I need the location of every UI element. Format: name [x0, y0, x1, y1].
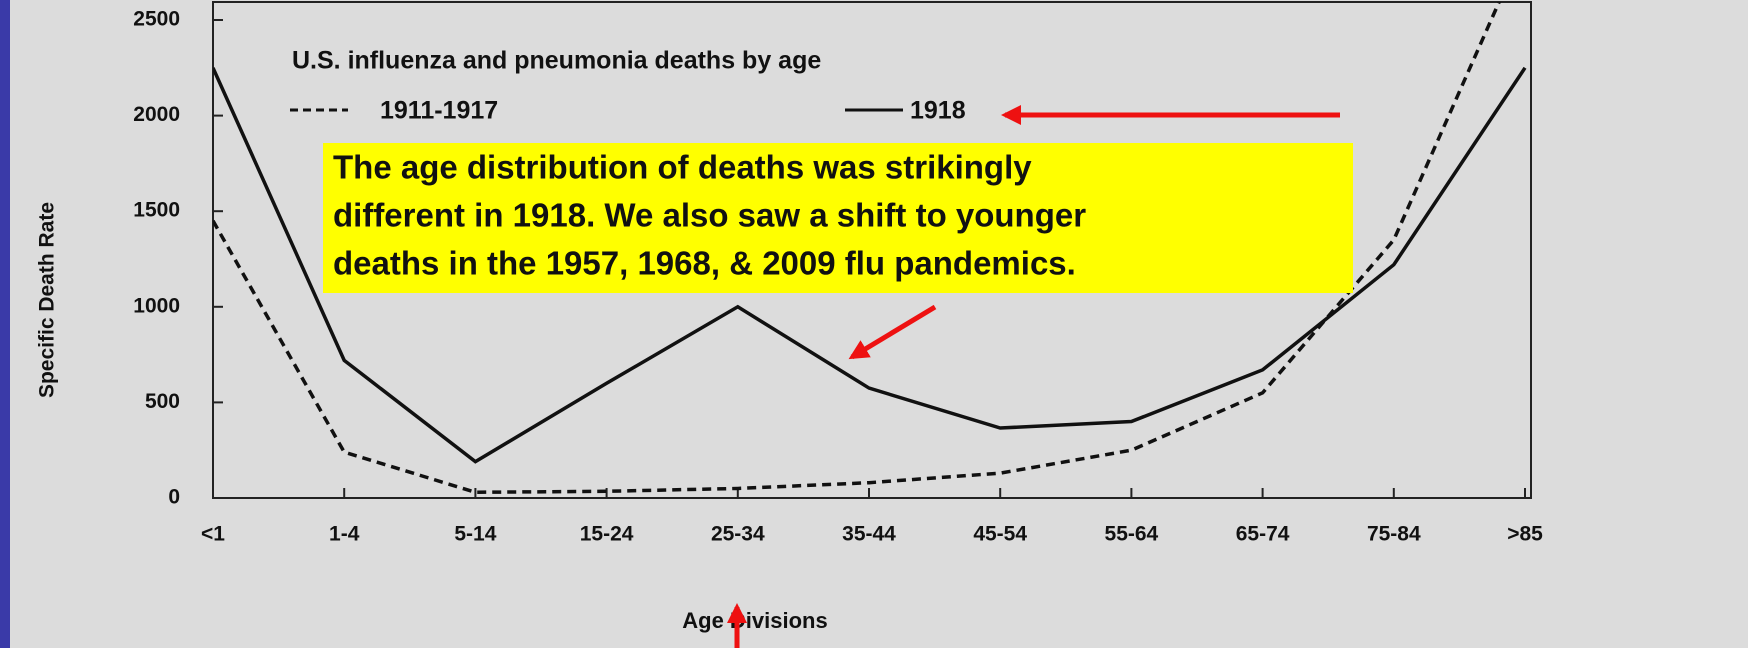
x-tick-label: 1-4: [329, 523, 360, 546]
x-tick-label: <1: [201, 523, 225, 546]
y-tick-label: 2000: [133, 103, 180, 126]
y-tick-label: 2500: [133, 8, 180, 31]
arrow: [848, 304, 937, 360]
x-tick-label: 15-24: [580, 523, 634, 546]
chart-title: U.S. influenza and pneumonia deaths by a…: [292, 47, 821, 75]
plot-frame: [212, 1, 1532, 499]
legend-label: 1918: [910, 97, 966, 125]
x-tick-label: 25-34: [711, 523, 765, 546]
y-axis-label: Specific Death Rate: [36, 202, 59, 398]
x-tick-label: 35-44: [842, 523, 896, 546]
x-axis-label: Age Divisions: [682, 608, 827, 633]
x-tick-label: 55-64: [1105, 523, 1159, 546]
legend-label: 1911-1917: [380, 97, 498, 125]
side-strip: [0, 0, 10, 648]
y-tick-label: 1500: [133, 199, 180, 222]
y-tick-label: 500: [145, 390, 180, 413]
series-line: [213, 66, 1527, 464]
y-tick-label: 0: [168, 486, 180, 509]
x-tick-label: 45-54: [973, 523, 1027, 546]
y-tick-label: 1000: [133, 294, 180, 317]
series-line: [213, 2, 1502, 495]
annotation-text: deaths in the 1957, 1968, & 2009 flu pan…: [333, 245, 1076, 282]
annotation-text: The age distribution of deaths was strik…: [333, 149, 1032, 186]
x-tick-label: 65-74: [1236, 523, 1290, 546]
x-tick-label: 5-14: [454, 523, 496, 546]
x-tick-label: >85: [1507, 523, 1543, 546]
x-tick-label: 75-84: [1367, 523, 1421, 546]
annotation-text: different in 1918. We also saw a shift t…: [333, 197, 1086, 234]
annotation-box: [323, 143, 1353, 293]
plot-lines: [213, 2, 1527, 495]
